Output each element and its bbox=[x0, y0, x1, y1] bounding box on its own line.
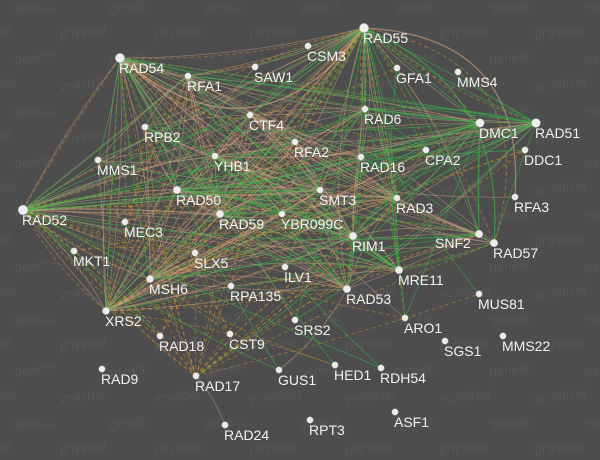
svg-text:physical: physical bbox=[59, 231, 107, 249]
svg-text:genetic: genetic bbox=[584, 101, 600, 119]
svg-text:yeastNet: yeastNet bbox=[534, 74, 587, 93]
svg-text:yeastNet: yeastNet bbox=[0, 178, 17, 197]
svg-text:genetic: genetic bbox=[489, 0, 532, 15]
svg-text:genetic: genetic bbox=[109, 0, 152, 15]
svg-text:physical: physical bbox=[59, 439, 107, 457]
svg-text:genetic: genetic bbox=[489, 413, 532, 431]
svg-text:physical: physical bbox=[534, 231, 582, 249]
svg-text:yeastNet: yeastNet bbox=[59, 282, 112, 301]
svg-text:physical: physical bbox=[0, 335, 12, 353]
svg-text:genetic: genetic bbox=[584, 153, 600, 171]
svg-text:genetic: genetic bbox=[584, 49, 600, 67]
svg-text:physical: physical bbox=[344, 335, 392, 353]
svg-text:genetic: genetic bbox=[14, 413, 57, 431]
svg-text:genetic: genetic bbox=[14, 309, 57, 327]
svg-text:genetic: genetic bbox=[204, 49, 247, 67]
svg-text:physical: physical bbox=[0, 23, 12, 41]
svg-text:genetic: genetic bbox=[489, 49, 532, 67]
svg-text:genetic: genetic bbox=[14, 153, 57, 171]
svg-text:genetic: genetic bbox=[204, 361, 247, 379]
svg-text:genetic: genetic bbox=[584, 205, 600, 223]
svg-text:physical: physical bbox=[534, 23, 582, 41]
svg-text:yeastNet: yeastNet bbox=[439, 386, 492, 405]
svg-text:genetic: genetic bbox=[584, 257, 600, 275]
svg-text:yeastNet: yeastNet bbox=[0, 386, 17, 405]
svg-text:physical: physical bbox=[0, 439, 12, 457]
svg-text:yeastNet: yeastNet bbox=[59, 74, 112, 93]
svg-text:genetic: genetic bbox=[14, 101, 57, 119]
svg-text:genetic: genetic bbox=[299, 0, 342, 15]
svg-text:physical: physical bbox=[439, 439, 487, 457]
svg-text:yeastNet: yeastNet bbox=[534, 178, 587, 197]
svg-text:genetic: genetic bbox=[14, 361, 57, 379]
svg-text:yeastNet: yeastNet bbox=[344, 386, 397, 405]
svg-text:genetic: genetic bbox=[14, 49, 57, 67]
svg-text:genetic: genetic bbox=[584, 0, 600, 15]
svg-text:physical: physical bbox=[249, 23, 297, 41]
svg-text:yeastNet: yeastNet bbox=[534, 282, 587, 301]
svg-text:yeastNet: yeastNet bbox=[0, 282, 17, 301]
svg-text:physical: physical bbox=[59, 23, 107, 41]
svg-text:genetic: genetic bbox=[204, 0, 247, 15]
svg-text:physical: physical bbox=[439, 23, 487, 41]
svg-text:yeastNet: yeastNet bbox=[59, 386, 112, 405]
svg-text:physical: physical bbox=[59, 335, 107, 353]
svg-text:genetic: genetic bbox=[489, 361, 532, 379]
svg-text:genetic: genetic bbox=[14, 257, 57, 275]
svg-text:physical: physical bbox=[154, 23, 202, 41]
svg-text:physical: physical bbox=[344, 439, 392, 457]
svg-text:genetic: genetic bbox=[14, 0, 57, 15]
svg-text:physical: physical bbox=[0, 127, 12, 145]
svg-text:yeastNet: yeastNet bbox=[0, 74, 17, 93]
svg-text:physical: physical bbox=[59, 127, 107, 145]
svg-text:genetic: genetic bbox=[394, 0, 437, 15]
svg-text:yeastNet: yeastNet bbox=[534, 386, 587, 405]
svg-text:yeastNet: yeastNet bbox=[249, 386, 302, 405]
svg-text:physical: physical bbox=[154, 439, 202, 457]
svg-text:genetic: genetic bbox=[584, 309, 600, 327]
svg-text:physical: physical bbox=[534, 439, 582, 457]
svg-text:genetic: genetic bbox=[584, 361, 600, 379]
svg-text:physical: physical bbox=[0, 231, 12, 249]
svg-text:genetic: genetic bbox=[584, 413, 600, 431]
svg-text:genetic: genetic bbox=[109, 413, 152, 431]
